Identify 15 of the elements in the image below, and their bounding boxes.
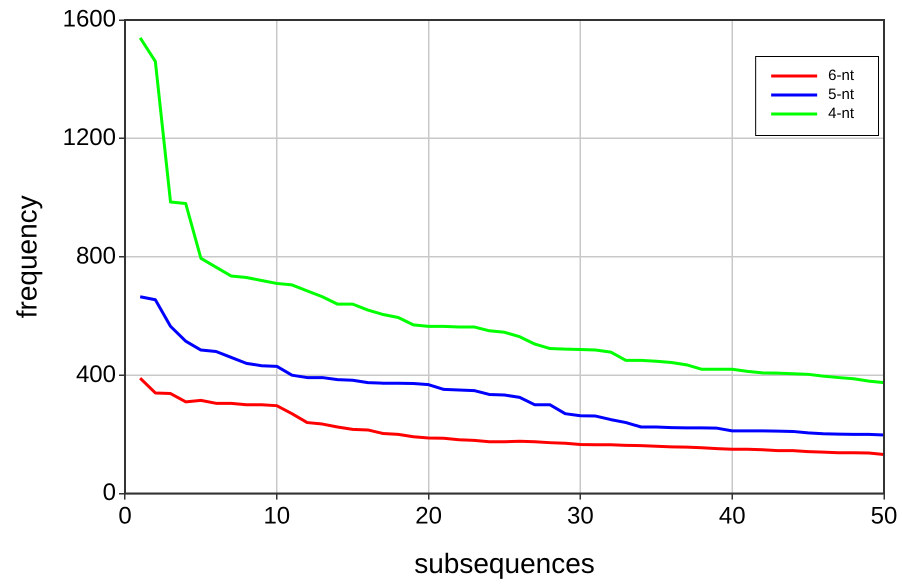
y-axis-title: frequency [12, 195, 43, 318]
legend-label: 6-nt [828, 67, 855, 84]
y-tick-label: 1200 [62, 124, 116, 152]
x-tick-label: 20 [415, 502, 442, 530]
legend-label: 4-nt [828, 105, 855, 122]
y-tick-label: 0 [102, 479, 116, 506]
x-tick-label: 40 [718, 502, 746, 530]
x-tick-label: 50 [870, 502, 898, 530]
y-tick-label: 1600 [62, 6, 116, 33]
legend-label: 5-nt [828, 86, 855, 104]
x-tick-label: 10 [263, 502, 290, 530]
y-tick-label: 400 [76, 360, 116, 388]
x-tick-label: 30 [567, 502, 594, 530]
x-axis-title: subsequences [414, 548, 595, 579]
y-tick-label: 800 [76, 242, 116, 270]
